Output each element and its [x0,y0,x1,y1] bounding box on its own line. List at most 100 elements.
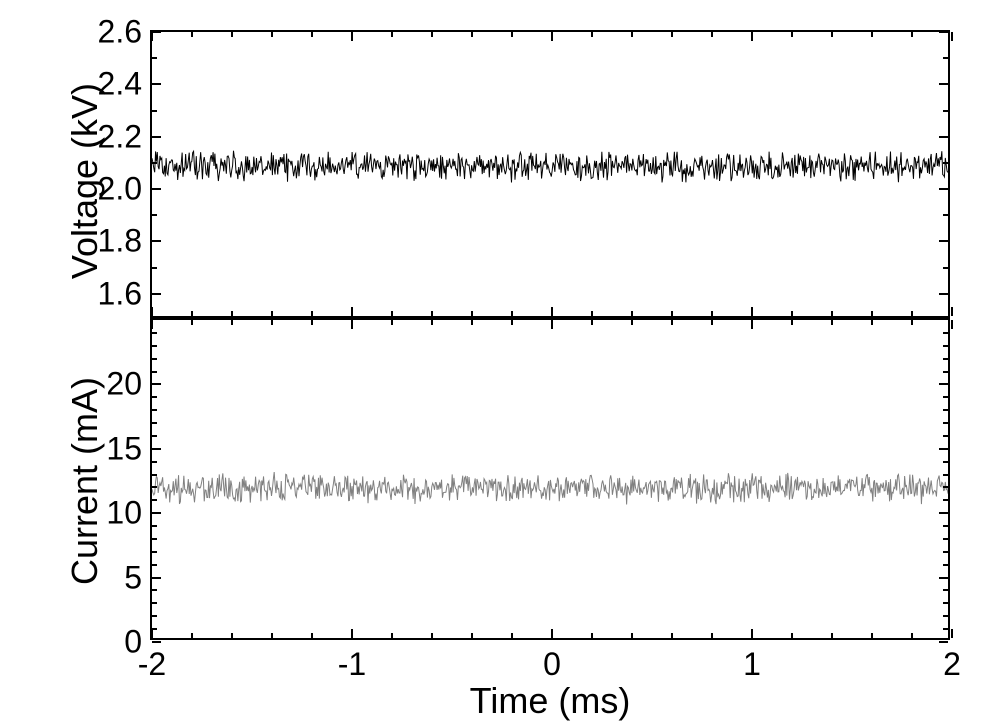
xtick-minor [671,32,673,37]
xtick-minor [711,320,713,325]
ytick-label: 2.4 [72,66,142,103]
xtick-minor [431,633,433,638]
ytick-minor [152,396,157,398]
xtick-minor [791,633,793,638]
ytick-minor [152,564,157,566]
xtick-label: -2 [138,646,166,683]
xtick-label: 1 [743,646,761,683]
xtick-minor [471,633,473,638]
ytick-minor [943,396,948,398]
ytick-minor [943,461,948,463]
ytick-minor [943,602,948,604]
xtick-minor [231,320,233,325]
ytick [152,240,161,242]
xtick-minor [871,633,873,638]
current-panel: 05101520-2-1012 [150,318,950,640]
ytick-minor [943,57,948,59]
ytick [939,83,948,85]
xtick [151,629,153,638]
ytick-minor [152,110,157,112]
xtick-minor [511,311,513,316]
ytick [939,136,948,138]
ytick-minor [152,267,157,269]
x-axis-label: Time (ms) [450,680,650,722]
xtick-minor [591,311,593,316]
ytick-minor [943,267,948,269]
xtick-minor [911,311,913,316]
ytick [939,512,948,514]
xtick [351,307,353,316]
xtick [751,629,753,638]
xtick-minor [231,32,233,37]
xtick-minor [471,320,473,325]
ytick-label: 2.6 [72,14,142,51]
xtick-minor [231,311,233,316]
ytick [939,641,948,643]
ytick-minor [943,435,948,437]
xtick-minor [591,320,593,325]
ytick-minor [152,589,157,591]
ytick-label: 1.6 [72,275,142,312]
xtick-minor [671,311,673,316]
xtick-label: 0 [543,646,561,683]
trace-path [152,151,948,183]
ytick [939,577,948,579]
ytick [152,448,161,450]
figure: Voltage (kV) Current (mA) Time (ms) 1.61… [0,0,1000,726]
xtick [951,32,953,41]
xtick-minor [711,633,713,638]
xtick [151,307,153,316]
ytick-minor [152,474,157,476]
ytick-minor [152,422,157,424]
ytick-label: 2.0 [72,171,142,208]
xtick [551,307,553,316]
voltage-trace-svg [152,32,948,316]
ytick-label: 0 [72,624,142,661]
xtick-label: 2 [943,646,961,683]
xtick [551,629,553,638]
xtick-minor [671,320,673,325]
xtick-label: -1 [338,646,366,683]
ytick-minor [943,214,948,216]
xtick-minor [511,633,513,638]
ytick [939,188,948,190]
ytick-minor [152,332,157,334]
ytick [939,31,948,33]
ytick-minor [943,371,948,373]
xtick-minor [831,633,833,638]
ytick-minor [943,628,948,630]
ytick-label: 15 [72,430,142,467]
plots-container: 1.61.82.02.22.42.6 05101520-2-1012 [150,30,950,640]
xtick-minor [791,32,793,37]
ytick-minor [152,461,157,463]
ytick-minor [943,110,948,112]
xtick-minor [431,311,433,316]
trace-path [152,472,948,504]
ytick-label: 1.8 [72,223,142,260]
xtick-minor [271,633,273,638]
xtick-minor [831,311,833,316]
xtick-minor [911,320,913,325]
xtick-minor [311,320,313,325]
ytick [152,383,161,385]
voltage-panel: 1.61.82.02.22.42.6 [150,30,950,318]
ytick-minor [943,615,948,617]
xtick-minor [391,311,393,316]
xtick [751,307,753,316]
xtick-minor [911,32,913,37]
ytick-label: 10 [72,495,142,532]
xtick-minor [591,32,593,37]
xtick-minor [311,32,313,37]
ytick-minor [152,525,157,527]
ytick-minor [943,409,948,411]
xtick-minor [631,633,633,638]
ytick [152,83,161,85]
ytick-minor [152,602,157,604]
xtick [951,629,953,638]
ytick [152,641,161,643]
xtick-minor [191,633,193,638]
ytick-minor [943,486,948,488]
xtick-minor [831,320,833,325]
ytick-minor [943,332,948,334]
xtick-minor [471,311,473,316]
